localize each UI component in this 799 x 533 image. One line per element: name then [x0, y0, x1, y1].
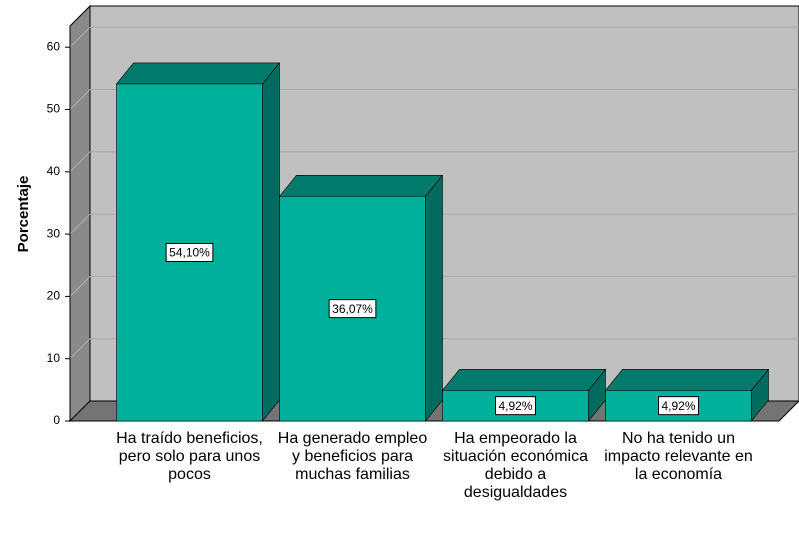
- y-axis-label: Porcentaje: [15, 176, 32, 253]
- y-tick-label: 50: [47, 102, 61, 116]
- y-tick-label: 60: [47, 39, 61, 53]
- x-tick-label: Ha traído beneficios, pero solo para uno…: [116, 430, 263, 483]
- y-tick-label: 0: [53, 413, 60, 427]
- grid-line: [69, 276, 91, 297]
- bar-top: [604, 369, 770, 391]
- y-tick-label: 10: [47, 351, 61, 365]
- grid-line: [69, 26, 91, 48]
- value-label: 36,07%: [332, 302, 373, 316]
- bar-top: [115, 62, 281, 85]
- side-wall: [69, 4, 91, 423]
- value-label-box: [657, 396, 700, 416]
- y-tick-label: 30: [47, 226, 61, 240]
- grid-line: [69, 213, 91, 235]
- value-label: 4,92%: [661, 399, 695, 413]
- y-tick-label: 40: [47, 164, 61, 178]
- y-tick-label: 20: [47, 289, 61, 303]
- grid-line: [69, 89, 91, 110]
- bar-top: [278, 174, 444, 197]
- bar-side: [262, 62, 280, 422]
- x-tick-label: Ha generado empleo y beneficios para muc…: [277, 430, 428, 483]
- x-tick-label: Ha empeorado la situación económica debi…: [443, 430, 588, 501]
- value-label: 4,92%: [498, 399, 532, 413]
- bar-side: [425, 174, 443, 422]
- value-label-box: [494, 396, 537, 416]
- grid-line: [69, 151, 91, 173]
- grid-line: [69, 338, 91, 360]
- bar-top: [441, 369, 607, 391]
- x-tick-label: No ha tenido un impacto relevante en la …: [604, 430, 753, 483]
- value-label-box: [328, 299, 377, 319]
- value-label-box: [165, 242, 214, 262]
- value-label: 54,10%: [169, 246, 210, 260]
